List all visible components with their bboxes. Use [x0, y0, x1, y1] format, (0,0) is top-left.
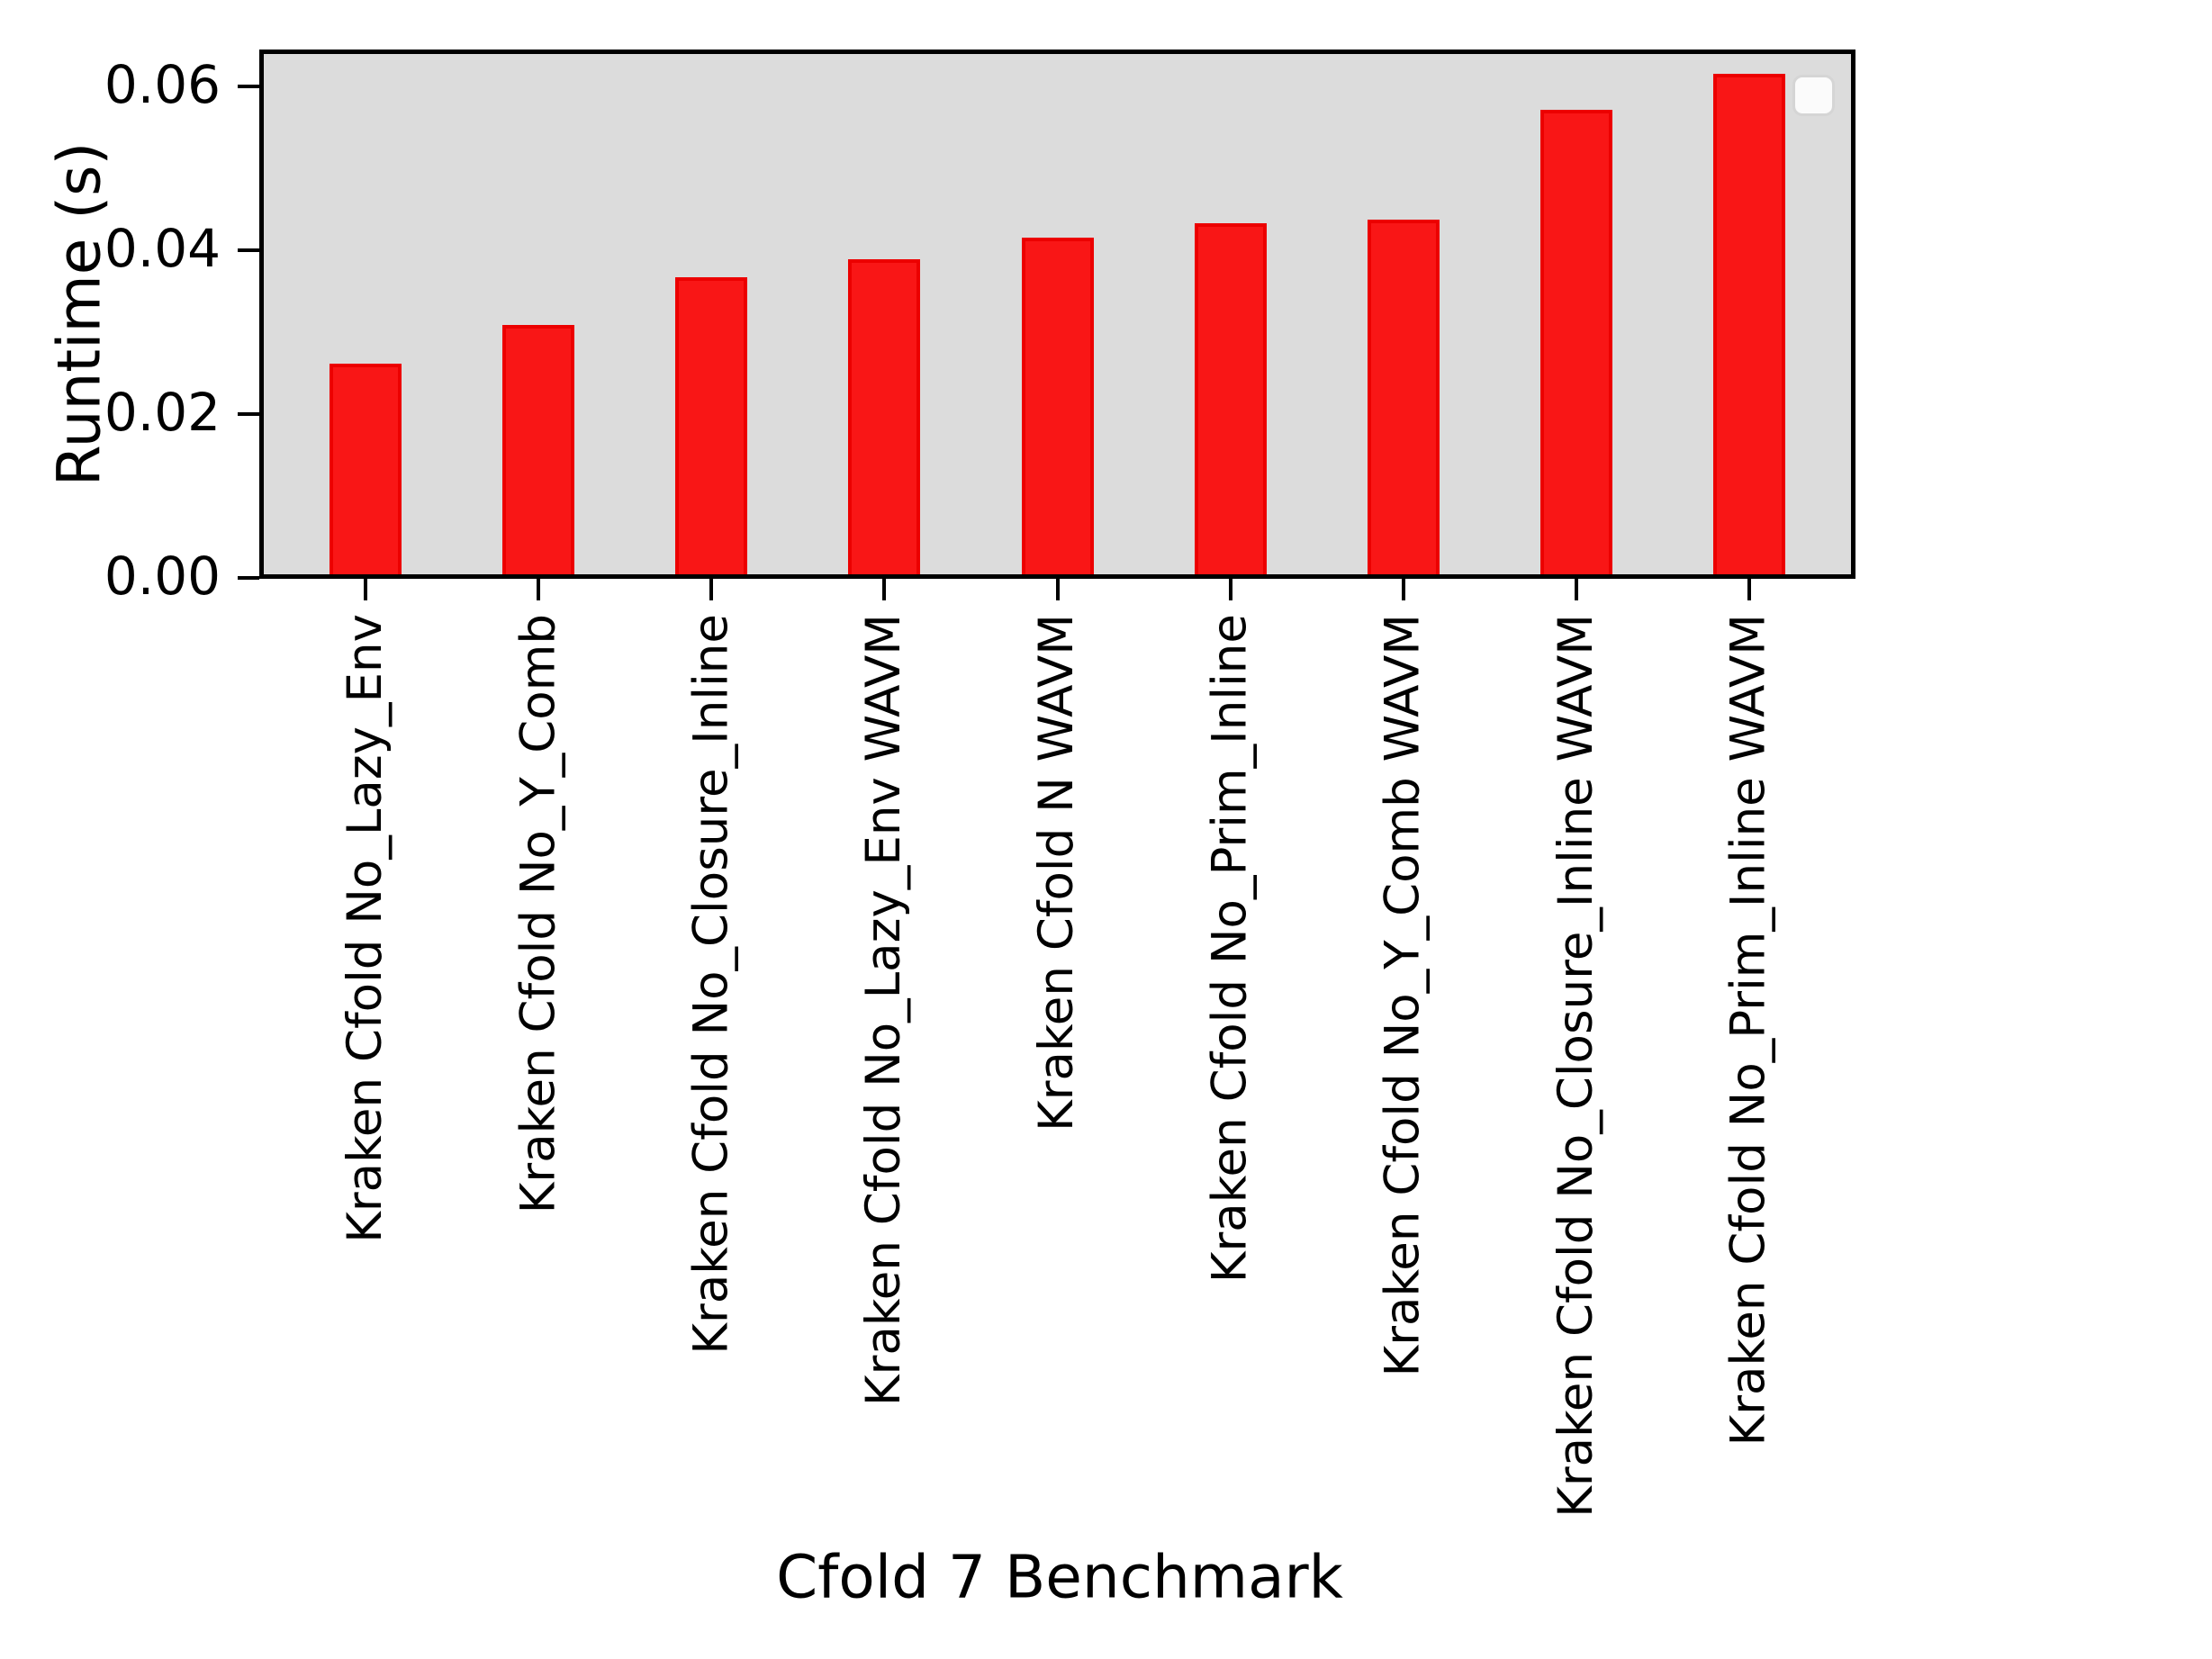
x-tick-label: Kraken Cfold No_Closure_Inline WAVM [1548, 614, 1603, 1518]
legend-box [1792, 75, 1835, 116]
bar-4 [848, 259, 921, 578]
x-tick-mark [1401, 577, 1405, 600]
x-axis-label: Cfold 7 Benchmark [776, 1542, 1343, 1612]
bar-3 [675, 277, 748, 578]
x-tick-mark [709, 577, 714, 600]
bar-8 [1539, 110, 1612, 578]
bar-6 [1194, 223, 1267, 578]
x-tick-mark [882, 577, 887, 600]
y-tick-mark [238, 412, 259, 416]
x-tick-mark [537, 577, 541, 600]
bar-2 [502, 325, 575, 578]
x-tick-label: Kraken Cfold No_Y_Comb [510, 614, 566, 1214]
y-tick-mark [238, 248, 259, 252]
y-tick-label: 0.00 [104, 545, 221, 607]
x-tick-mark [1747, 577, 1751, 600]
bar-1 [330, 364, 402, 578]
x-tick-mark [1574, 577, 1578, 600]
y-tick-label: 0.02 [104, 381, 221, 443]
y-tick-mark [238, 576, 259, 580]
x-tick-mark [1055, 577, 1060, 600]
x-tick-label: Kraken Cfold No_Closure_Inline [683, 614, 739, 1355]
x-tick-label: Kraken Cfold No_Lazy_Env WAVM [856, 614, 912, 1407]
x-tick-mark [1228, 577, 1232, 600]
bar-7 [1367, 220, 1440, 578]
y-tick-label: 0.06 [104, 53, 221, 115]
x-tick-label: Kraken Cfold No_Prim_Inline WAVM [1720, 614, 1776, 1447]
bar-9 [1712, 74, 1785, 578]
x-tick-label: Kraken Cfold No_Lazy_Env [338, 614, 393, 1243]
x-tick-label: Kraken Cfold N WAVM [1029, 614, 1085, 1132]
x-tick-label: Kraken Cfold No_Y_Comb WAVM [1375, 614, 1431, 1377]
y-tick-mark [238, 85, 259, 88]
bar-5 [1021, 238, 1094, 578]
x-tick-label: Kraken Cfold No_Prim_Inline [1202, 614, 1258, 1284]
y-tick-label: 0.04 [104, 217, 221, 279]
x-tick-mark [364, 577, 368, 600]
